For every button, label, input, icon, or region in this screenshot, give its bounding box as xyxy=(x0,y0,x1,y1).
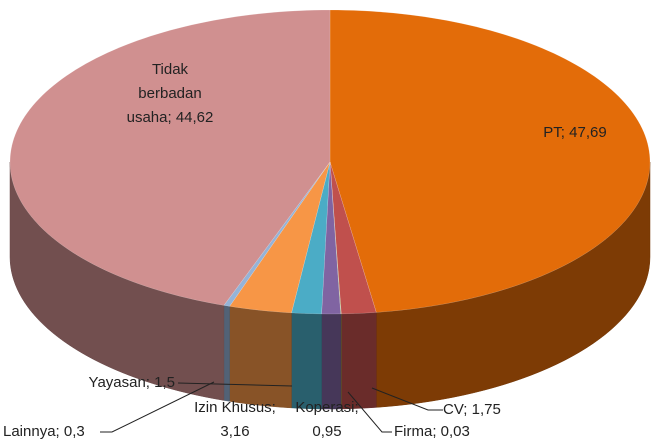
pie-side xyxy=(229,306,292,409)
leader-line xyxy=(100,381,215,433)
data-label: PT; 47,69 xyxy=(543,124,606,141)
pie-side xyxy=(321,313,341,410)
pie-side xyxy=(291,312,322,410)
pie-slice xyxy=(229,161,331,314)
data-label: Izin Khusus; 3,16 xyxy=(194,399,276,440)
pie-side xyxy=(341,312,377,410)
pie-tops xyxy=(9,9,651,315)
data-label: Tidak berbadan usaha; 44,62 xyxy=(127,61,214,126)
pie-slice xyxy=(291,161,331,315)
pie-sides xyxy=(9,161,651,410)
data-label: Yayasan; 1,5 xyxy=(89,374,175,391)
pie-slice xyxy=(329,9,651,313)
data-label: Koperasi; 0,95 xyxy=(295,399,358,440)
pie-side xyxy=(223,305,230,402)
leader-line xyxy=(347,391,392,433)
data-label: Lainnya; 0,3 xyxy=(3,423,85,440)
leader-line xyxy=(177,382,293,387)
data-label: Firma; 0,03 xyxy=(394,423,470,440)
leader-lines xyxy=(100,381,443,433)
pie-slice xyxy=(329,161,377,315)
pie-slice xyxy=(9,9,331,306)
data-label: CV; 1,75 xyxy=(443,401,501,418)
data-labels: PT; 47,69 CV; 1,75 Firma; 0,03 Koperasi; 0,9… xyxy=(3,61,607,440)
leader-line xyxy=(371,387,443,411)
